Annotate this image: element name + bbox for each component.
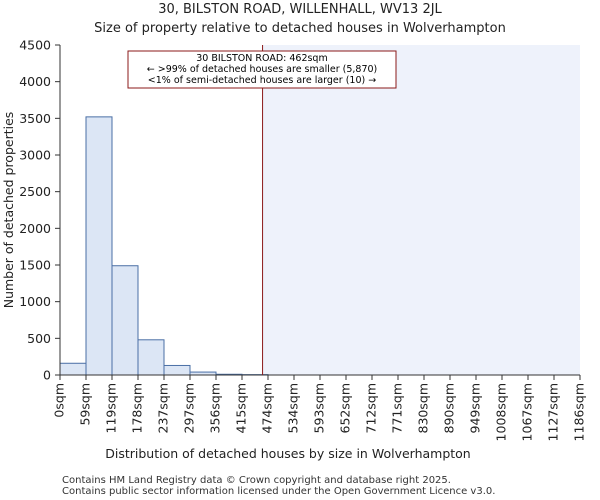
y-tick-label: 2500: [19, 184, 51, 199]
x-tick-label: 712sqm: [364, 383, 379, 433]
x-tick-label: 0sqm: [52, 383, 67, 418]
x-tick-label: 237sqm: [156, 383, 171, 433]
x-tick-label: 771sqm: [390, 383, 405, 433]
x-tick-label: 59sqm: [78, 383, 93, 426]
x-tick-label: 474sqm: [260, 383, 275, 433]
x-tick-label: 949sqm: [468, 383, 483, 433]
x-tick-label: 1186sqm: [572, 383, 587, 441]
y-tick-label: 500: [27, 331, 51, 346]
x-axis-label: Distribution of detached houses by size …: [105, 446, 471, 461]
x-tick-label: 415sqm: [234, 383, 249, 433]
y-tick-label: 3500: [19, 111, 51, 126]
y-tick-label: 2000: [19, 221, 51, 236]
bars: [59, 116, 269, 376]
x-tick-label: 890sqm: [442, 383, 457, 433]
x-axis-ticks: 0sqm 59sqm 119sqm 178sqm 237sqm 297sqm 356sqm 4…: [52, 375, 587, 441]
chart-title-line2: Size of property relative to detached ho…: [94, 21, 506, 36]
annotation-line1: 30 BILSTON ROAD: 462sqm: [196, 53, 327, 64]
x-tick-label: 356sqm: [208, 383, 223, 433]
x-tick-label: 119sqm: [104, 383, 119, 433]
footer-line2: Contains public sector information licen…: [62, 486, 495, 497]
annotation-line3: <1% of semi-detached houses are larger (…: [148, 75, 376, 86]
x-tick-label: 593sqm: [312, 383, 327, 433]
bar-119sqm: [111, 265, 139, 376]
y-axis-label: Number of detached properties: [1, 112, 16, 309]
x-tick-label: 534sqm: [286, 383, 301, 433]
y-tick-label: 3000: [19, 148, 51, 163]
y-tick-label: 4500: [19, 38, 51, 53]
y-tick-label: 1000: [19, 294, 51, 309]
bar-237sqm: [163, 364, 191, 376]
bar-59sqm: [85, 116, 113, 376]
x-tick-label: 1067sqm: [520, 383, 535, 441]
footer-line1: Contains HM Land Registry data © Crown c…: [62, 475, 451, 486]
x-tick-label: 178sqm: [130, 383, 145, 433]
chart-title-line1: 30, BILSTON ROAD, WILLENHALL, WV13 2JL: [158, 2, 442, 17]
annotation-line2: ← >99% of detached houses are smaller (5…: [147, 64, 378, 75]
bar-178sqm: [137, 339, 165, 376]
x-tick-label: 1008sqm: [494, 383, 509, 441]
x-tick-label: 297sqm: [182, 383, 197, 433]
shaded-region: [262, 45, 580, 375]
y-axis-ticks: 0 500 1000 1500 2000 2500 3000 3500 4000 4500: [19, 38, 60, 383]
y-tick-label: 1500: [19, 258, 51, 273]
bar-0sqm: [59, 362, 87, 376]
y-tick-label: 4000: [19, 74, 51, 89]
y-tick-label: 0: [43, 368, 51, 383]
annotation-box: [127, 50, 397, 89]
x-tick-label: 830sqm: [416, 383, 431, 433]
x-tick-label: 652sqm: [338, 383, 353, 433]
x-tick-label: 1127sqm: [546, 383, 561, 441]
